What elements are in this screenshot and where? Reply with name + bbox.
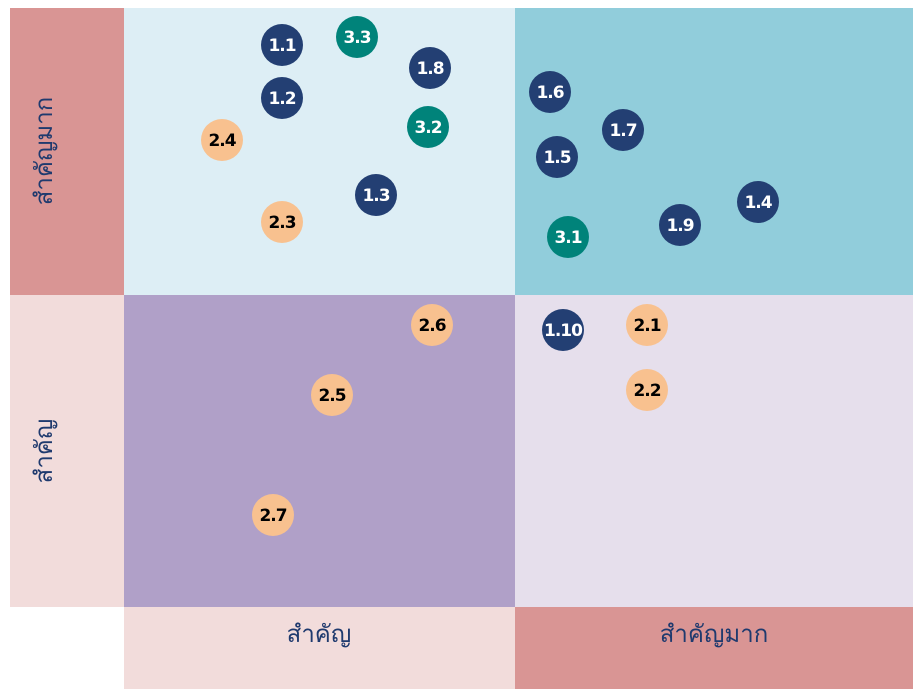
y-axis-label: สำคัญมาก [30,97,58,205]
node-label: 2.5 [318,386,345,406]
quadrant-top-left [124,8,515,295]
node-circle [407,106,449,148]
x-label-box [515,607,913,689]
node-label: 3.3 [343,28,370,48]
node-circle [626,369,668,411]
quadrant-bottom-left [124,295,515,607]
node-circle [411,304,453,346]
node-circle [336,16,378,58]
node-circle [659,204,701,246]
node-label: 1.6 [536,83,563,103]
node-circle [261,201,303,243]
x-axis-label: สำคัญมาก [660,620,768,648]
node-label: 1.3 [362,186,389,206]
y-label-box [10,8,124,295]
x-label-box [124,607,515,689]
node-label: 1.7 [609,121,636,141]
node-circle [261,24,303,66]
node-label: 1.9 [666,216,693,236]
node-circle [602,109,644,151]
y-axis-label: สำคัญ [30,419,58,484]
node-label: 2.7 [259,506,286,526]
node-label: 2.2 [633,381,660,401]
node-label: 3.2 [414,118,441,138]
node-circle [626,304,668,346]
node-label: 3.1 [554,228,581,248]
node-label: 2.3 [268,213,295,233]
node-circle [542,309,584,351]
node-circle [547,216,589,258]
quadrant-bottom-right [515,295,913,607]
node-label: 1.1 [268,36,295,56]
node-circle [355,174,397,216]
node-label: 1.4 [744,193,772,213]
node-label: 2.6 [418,316,445,336]
node-label: 1.2 [268,89,295,109]
x-axis-label: สำคัญ [287,620,352,648]
node-circle [409,47,451,89]
node-label: 1.5 [543,148,570,168]
node-circle [261,77,303,119]
node-circle [737,181,779,223]
node-circle [529,71,571,113]
node-label: 1.10 [544,321,583,341]
node-circle [252,494,294,536]
node-circle [311,374,353,416]
node-label: 2.4 [208,131,236,151]
node-circle [536,136,578,178]
node-label: 1.8 [416,59,443,79]
y-label-box [10,295,124,607]
node-label: 2.1 [633,316,660,336]
node-circle [201,119,243,161]
